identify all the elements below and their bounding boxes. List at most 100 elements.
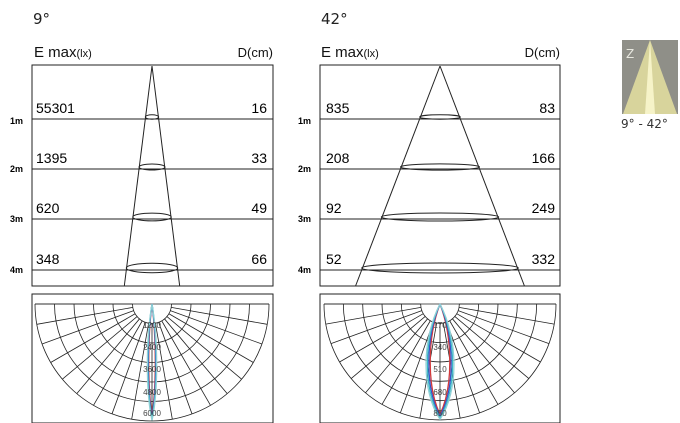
thumbnail-caption: 9° - 42°: [621, 117, 668, 131]
diameter-value: 49: [251, 200, 267, 216]
polar-grid: [34, 303, 270, 422]
polar-label: 3600: [143, 365, 161, 374]
emax-value: 1395: [36, 150, 67, 166]
beam-section-ellipse: [399, 163, 481, 171]
diameter-value: 83: [539, 100, 555, 116]
polar-label: 6000: [143, 409, 161, 418]
beam-angle-title: 42°: [321, 10, 348, 28]
polar-spoke: [170, 310, 263, 345]
diameter-value: 33: [251, 150, 267, 166]
emax-value: 348: [36, 251, 60, 267]
emax-label: E max: [34, 44, 77, 61]
intensity-curve: [146, 303, 158, 421]
distance-label: 1m: [10, 116, 23, 126]
emax-value: 835: [326, 100, 350, 116]
panel-42deg: 42° E max(lx) D(cm) 1m 835 83 2m 208 166…: [298, 10, 561, 423]
polar-axis-labels: 170 340 510 680 850: [433, 321, 447, 418]
polar-label: 170: [433, 321, 447, 330]
polar-label: 850: [433, 409, 447, 418]
d-header: D(cm): [525, 45, 560, 60]
polar-spoke: [131, 323, 150, 420]
cone-edge-left: [355, 65, 441, 287]
polar-spoke: [168, 313, 254, 363]
emax-label: E max: [321, 44, 364, 61]
table-frame: [31, 64, 274, 287]
polar-spoke: [454, 316, 530, 379]
polar-spoke: [456, 313, 541, 363]
row-2m: 2m 1395 33: [10, 150, 273, 174]
d-header: D(cm): [238, 45, 273, 60]
cone-edge-right: [151, 65, 181, 287]
beam-section-ellipse: [380, 212, 500, 222]
row-3m: 3m 620 49: [10, 200, 273, 224]
cone-edge-right: [439, 65, 525, 287]
polar-spoke: [76, 318, 140, 394]
diameter-value: 66: [251, 251, 267, 267]
beam-section-ellipse: [361, 262, 519, 274]
beam-inner-icon: [645, 40, 655, 114]
distance-label: 2m: [298, 164, 311, 174]
emax-value: 620: [36, 200, 60, 216]
polar-spoke: [452, 318, 515, 394]
distance-label: 3m: [10, 214, 23, 224]
polar-spoke: [111, 322, 146, 415]
polar-label: 4800: [143, 388, 161, 397]
row-4m: 4m 52 332: [298, 251, 560, 275]
polar-spoke: [442, 322, 461, 419]
intensity-curve: [425, 303, 455, 421]
polar-spoke: [158, 322, 193, 415]
beam-section-ellipse: [132, 212, 172, 222]
polar-spoke: [154, 323, 173, 420]
polar-label: 340: [433, 343, 447, 352]
emax-unit: (lx): [364, 48, 379, 60]
polar-spoke: [325, 306, 422, 325]
emax-value: 92: [326, 200, 342, 216]
emax-value: 55301: [36, 100, 75, 116]
distance-label: 3m: [298, 214, 311, 224]
diameter-value: 166: [532, 150, 556, 166]
polar-frame: [31, 293, 274, 423]
polar-spoke: [365, 318, 428, 394]
panel-9deg: 9° E max(lx) D(cm) 1m 55301 16 2m 1395 3…: [10, 10, 274, 423]
beam-cone: [123, 65, 181, 287]
polar-grid: [323, 303, 557, 421]
distance-label: 2m: [10, 164, 23, 174]
polar-spoke: [350, 316, 426, 379]
polar-spoke: [458, 306, 555, 325]
polar-spoke: [62, 316, 138, 380]
polar-ring: [420, 303, 460, 324]
polar-label: 680: [433, 388, 447, 397]
polar-spoke: [41, 310, 134, 345]
polar-spoke: [339, 313, 424, 363]
intensity-curve: [426, 303, 454, 419]
polar-diagram: [323, 303, 557, 421]
polar-label: 2400: [143, 343, 161, 352]
emax-unit: (lx): [77, 48, 92, 60]
polar-spoke: [161, 320, 211, 406]
beam-angle-title: 9°: [33, 10, 50, 28]
beam-section-ellipse: [138, 163, 166, 171]
polar-spoke: [449, 320, 499, 405]
row-1m: 1m 55301 16: [10, 100, 273, 126]
beam-section-ellipse: [125, 262, 179, 274]
intensity-curve: [429, 303, 451, 416]
distance-label: 4m: [10, 265, 23, 275]
polar-spoke: [171, 306, 268, 325]
thumbnail-corner-letter: Z: [626, 47, 634, 61]
polar-axis-labels: 1200 2400 3600 4800 6000: [143, 321, 161, 418]
polar-spoke: [93, 320, 143, 406]
row-2m: 2m 208 166: [298, 150, 560, 174]
distance-label: 4m: [298, 265, 311, 275]
polar-spoke: [164, 318, 228, 394]
emax-header: E max(lx): [321, 44, 379, 61]
emax-value: 52: [326, 251, 342, 267]
intensity-curve: [428, 303, 452, 418]
polar-spoke: [50, 313, 136, 363]
beam-cone: [355, 65, 525, 287]
distance-label: 1m: [298, 116, 311, 126]
polar-label: 1200: [143, 321, 161, 330]
polar-spoke: [330, 310, 422, 345]
polar-spoke: [381, 320, 431, 405]
polar-ring: [132, 303, 172, 324]
